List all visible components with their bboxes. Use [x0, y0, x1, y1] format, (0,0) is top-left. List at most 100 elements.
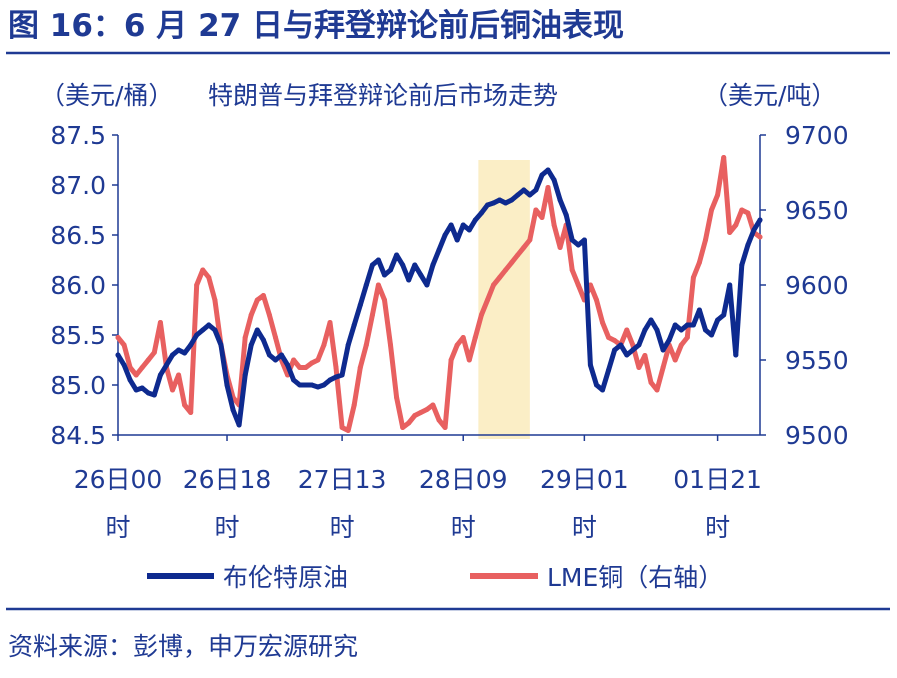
x-tick-label: 29日01 时	[540, 465, 629, 542]
brent-point	[709, 332, 714, 338]
copper-point	[363, 342, 369, 348]
copper-point	[448, 357, 454, 363]
copper-point	[418, 410, 424, 415]
brent-point	[339, 372, 345, 378]
brent-point	[194, 332, 200, 338]
copper-point	[375, 282, 381, 288]
brent-point	[394, 252, 400, 258]
copper-point	[351, 402, 357, 408]
brent-point	[733, 352, 739, 358]
y-right-tick-label: 9600	[785, 271, 849, 300]
left-axis-unit: （美元/桶）	[40, 81, 173, 110]
copper-point	[684, 335, 690, 340]
copper-point	[733, 222, 739, 228]
brent-point	[654, 327, 660, 333]
copper-point	[242, 335, 248, 340]
copper-point	[612, 338, 618, 343]
brent-point	[454, 237, 460, 243]
brent-point	[382, 272, 387, 278]
brent-point	[351, 322, 357, 328]
copper-point	[721, 155, 727, 160]
copper-point	[339, 425, 345, 430]
copper-point	[188, 410, 194, 415]
copper-point	[194, 282, 200, 288]
series-layer	[115, 155, 763, 433]
brent-point	[188, 342, 194, 348]
copper-point	[557, 245, 563, 250]
copper-point	[442, 425, 448, 430]
brent-point	[618, 342, 624, 348]
copper-point	[212, 297, 218, 303]
copper-point	[200, 267, 206, 273]
copper-point	[145, 357, 151, 363]
brent-point	[745, 242, 751, 248]
brent-point	[418, 272, 424, 278]
copper-point	[273, 335, 278, 340]
copper-point	[739, 207, 745, 213]
brent-point	[594, 382, 599, 388]
brent-point	[563, 212, 569, 218]
copper-point	[182, 402, 188, 408]
brent-point	[660, 347, 666, 353]
y-left-tick-label: 87.5	[50, 121, 106, 150]
copper-point	[727, 230, 733, 235]
brent-point	[569, 237, 575, 243]
copper-point	[121, 342, 127, 348]
copper-point	[303, 365, 309, 370]
copper-point	[176, 372, 182, 378]
copper-point	[254, 297, 260, 303]
brent-point	[678, 327, 684, 333]
brent-point	[478, 210, 484, 216]
copper-point	[624, 327, 630, 333]
y-left-tick-label: 84.5	[50, 421, 106, 450]
brent-point	[285, 362, 291, 368]
brent-point	[151, 392, 157, 398]
brent-point	[581, 237, 587, 243]
brent-point	[672, 322, 678, 328]
brent-point	[690, 322, 696, 328]
brent-point	[684, 322, 690, 328]
brent-point	[739, 262, 745, 268]
brent-point	[751, 227, 757, 233]
copper-point	[315, 357, 321, 363]
brent-point	[436, 247, 442, 253]
copper-point	[400, 425, 406, 430]
x-tick-label: 28日09 时	[419, 465, 508, 542]
brent-point	[297, 382, 303, 388]
brent-point	[279, 352, 284, 358]
copper-point	[575, 282, 581, 288]
brent-point	[515, 192, 521, 198]
copper-point	[394, 395, 400, 400]
brent-point	[139, 385, 145, 391]
brent-point	[200, 327, 206, 333]
brent-point	[509, 197, 515, 203]
brent-point	[164, 362, 169, 368]
brent-point	[121, 362, 127, 368]
x-tick-label: 01日21 时	[673, 465, 762, 542]
copper-point	[509, 260, 515, 265]
series-line-copper	[115, 155, 763, 433]
copper-point	[260, 293, 266, 298]
brent-point	[575, 242, 581, 248]
copper-point	[757, 234, 763, 240]
copper-point	[139, 365, 145, 370]
copper-point	[406, 420, 412, 426]
brent-point	[442, 232, 448, 238]
brent-point	[242, 372, 248, 378]
brent-point	[533, 187, 539, 193]
x-tick-label: 27日13 时	[298, 465, 387, 542]
brent-point	[448, 222, 454, 228]
y-left-tick-label: 86.5	[50, 221, 106, 250]
copper-point	[454, 342, 460, 348]
copper-point	[696, 260, 702, 265]
brent-point	[303, 382, 309, 388]
brent-point	[333, 374, 339, 380]
copper-point	[424, 407, 430, 412]
brent-point	[388, 267, 393, 273]
brent-point	[424, 282, 430, 288]
copper-point	[412, 413, 418, 418]
brent-point	[230, 407, 236, 413]
x-tick-label: 26日00 时	[74, 465, 163, 542]
brent-point	[115, 352, 121, 358]
